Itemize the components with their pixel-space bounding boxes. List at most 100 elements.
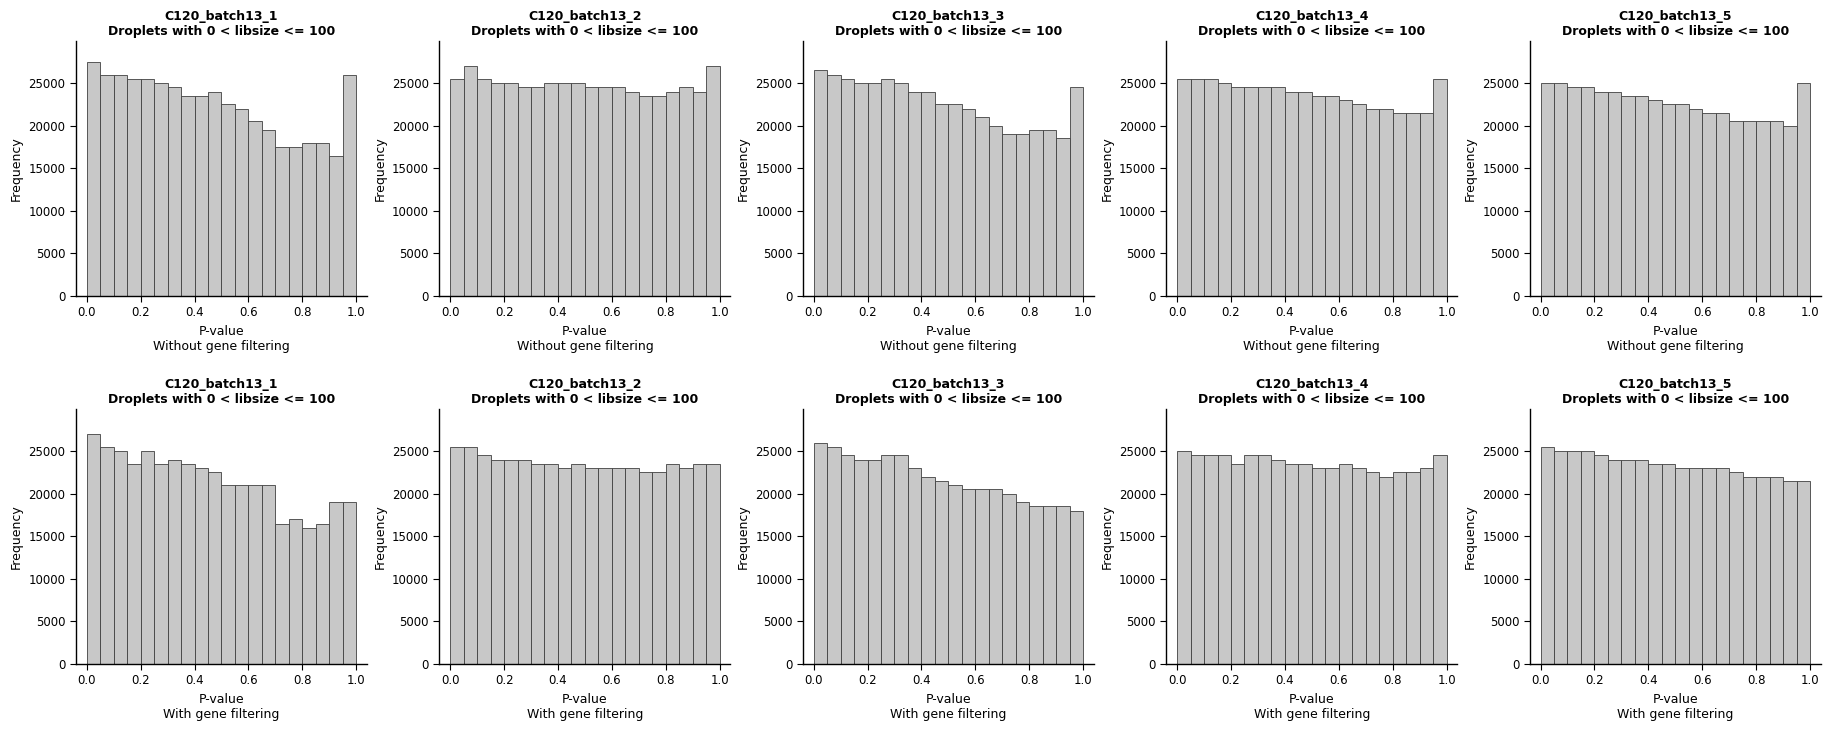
Bar (706, 66, 719, 296)
Bar (598, 88, 611, 296)
Bar (126, 79, 141, 296)
Bar (1365, 109, 1378, 296)
Bar (706, 464, 719, 664)
Bar (651, 96, 666, 296)
Bar (666, 464, 679, 664)
Bar (181, 96, 194, 296)
X-axis label: P-value
With gene filtering: P-value With gene filtering (527, 693, 642, 721)
X-axis label: P-value
With gene filtering: P-value With gene filtering (1616, 693, 1733, 721)
Bar (194, 468, 209, 664)
Bar (101, 447, 113, 664)
Bar (1702, 113, 1715, 296)
Bar (1325, 468, 1338, 664)
Bar (101, 75, 113, 296)
Bar (1016, 502, 1028, 664)
Bar (1539, 83, 1554, 296)
Bar (249, 485, 262, 664)
Bar (450, 79, 463, 296)
Bar (1190, 79, 1204, 296)
Bar (1795, 481, 1810, 664)
Title: C120_batch13_2
Droplets with 0 < libsize <= 100: C120_batch13_2 Droplets with 0 < libsize… (470, 378, 699, 406)
X-axis label: P-value
Without gene filtering: P-value Without gene filtering (1607, 325, 1742, 353)
Bar (1418, 113, 1433, 296)
Bar (1594, 455, 1607, 664)
Y-axis label: Frequency: Frequency (736, 136, 750, 201)
Bar (490, 460, 503, 664)
Bar (1230, 88, 1244, 296)
Bar (961, 109, 975, 296)
Bar (544, 464, 558, 664)
Bar (86, 62, 101, 296)
Bar (531, 88, 544, 296)
Bar (1204, 455, 1217, 664)
Bar (1687, 468, 1702, 664)
Bar (1728, 472, 1742, 664)
Bar (490, 83, 503, 296)
Bar (209, 91, 221, 296)
Bar (1755, 121, 1768, 296)
Bar (262, 485, 274, 664)
Bar (1795, 83, 1810, 296)
Bar (1674, 105, 1687, 296)
X-axis label: P-value
With gene filtering: P-value With gene filtering (1254, 693, 1369, 721)
Bar (1257, 455, 1270, 664)
Bar (1539, 447, 1554, 664)
Bar (531, 464, 544, 664)
Bar (1204, 79, 1217, 296)
Bar (1728, 121, 1742, 296)
Y-axis label: Frequency: Frequency (373, 136, 386, 201)
Bar (840, 79, 853, 296)
Bar (1405, 472, 1418, 664)
Bar (544, 83, 558, 296)
Bar (1244, 88, 1257, 296)
Bar (1285, 91, 1297, 296)
Bar (221, 105, 234, 296)
Bar (1768, 121, 1782, 296)
Bar (463, 447, 478, 664)
Bar (880, 79, 895, 296)
Bar (518, 88, 531, 296)
Y-axis label: Frequency: Frequency (9, 136, 24, 201)
Bar (274, 147, 289, 296)
Bar (1069, 88, 1083, 296)
Bar (1715, 468, 1728, 664)
Bar (209, 472, 221, 664)
Bar (249, 121, 262, 296)
Bar (948, 485, 961, 664)
Bar (908, 91, 920, 296)
Bar (1069, 511, 1083, 664)
Bar (679, 468, 692, 664)
Bar (679, 88, 692, 296)
Bar (639, 472, 651, 664)
Bar (1297, 464, 1310, 664)
Bar (1365, 472, 1378, 664)
X-axis label: P-value
With gene filtering: P-value With gene filtering (889, 693, 1007, 721)
Bar (975, 490, 988, 664)
Bar (1028, 130, 1041, 296)
Bar (813, 442, 827, 664)
Bar (1634, 460, 1647, 664)
Y-axis label: Frequency: Frequency (1462, 136, 1477, 201)
Bar (948, 105, 961, 296)
Bar (1001, 135, 1016, 296)
Bar (1566, 451, 1579, 664)
Bar (813, 70, 827, 296)
Bar (1554, 83, 1566, 296)
Bar (181, 464, 194, 664)
Bar (329, 502, 342, 664)
Bar (1041, 130, 1056, 296)
Title: C120_batch13_1
Droplets with 0 < libsize <= 100: C120_batch13_1 Droplets with 0 < libsize… (108, 378, 335, 406)
Bar (1352, 105, 1365, 296)
Bar (221, 485, 234, 664)
Bar (1056, 138, 1069, 296)
Bar (1607, 91, 1621, 296)
Bar (1393, 472, 1405, 664)
Bar (141, 451, 154, 664)
Bar (1687, 109, 1702, 296)
Bar (853, 83, 867, 296)
Bar (692, 91, 706, 296)
Bar (1579, 451, 1594, 664)
Bar (584, 468, 598, 664)
Bar (1662, 464, 1674, 664)
Title: C120_batch13_5
Droplets with 0 < libsize <= 100: C120_batch13_5 Droplets with 0 < libsize… (1561, 378, 1788, 406)
